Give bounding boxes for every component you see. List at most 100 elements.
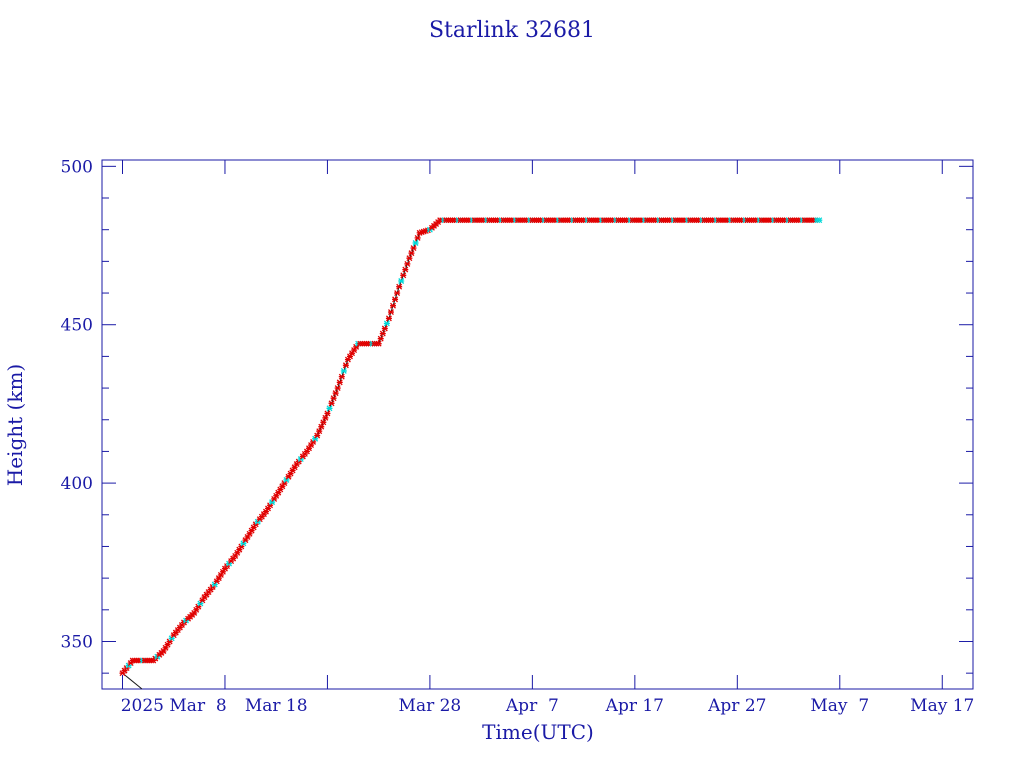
data-point — [816, 217, 823, 224]
data-point — [351, 347, 358, 354]
data-point — [314, 432, 321, 439]
data-point — [244, 533, 251, 540]
data-point — [211, 581, 218, 588]
data-point — [379, 330, 386, 337]
data-point — [238, 543, 245, 550]
series-height — [119, 217, 823, 690]
data-point — [322, 414, 329, 421]
data-point — [289, 467, 296, 474]
data-point — [166, 638, 173, 645]
x-axis-label: Time(UTC) — [482, 720, 594, 744]
data-point — [262, 508, 269, 515]
data-point — [193, 606, 200, 613]
data-point — [213, 578, 220, 585]
data-point — [269, 499, 276, 506]
data-point — [279, 483, 286, 490]
data-point — [291, 464, 298, 471]
data-point — [162, 644, 169, 651]
data-point — [248, 527, 255, 534]
data-point — [217, 572, 224, 578]
y-tick-label: 350 — [61, 632, 93, 652]
x-tick-label: Apr 7 — [505, 696, 559, 716]
data-point — [326, 405, 333, 412]
data-point — [377, 335, 384, 342]
x-tick-label: 2025 Mar 8 — [121, 696, 227, 716]
data-point — [240, 540, 247, 547]
data-point — [277, 486, 284, 493]
y-axis: 350 400 450 500 — [61, 157, 973, 674]
data-point — [318, 423, 325, 430]
data-point — [164, 641, 171, 648]
data-point — [396, 283, 403, 290]
x-tick-label: May 7 — [810, 696, 869, 716]
data-point — [242, 537, 249, 544]
data-point — [160, 648, 167, 654]
x-tick-label: Apr 17 — [605, 696, 664, 716]
series-line — [121, 219, 820, 690]
data-point — [215, 575, 222, 582]
plot-frame — [101, 159, 974, 690]
data-point — [267, 502, 274, 509]
data-point — [328, 400, 335, 407]
data-point — [305, 445, 312, 452]
data-point — [273, 492, 280, 499]
x-tick-label: May 17 — [910, 696, 974, 716]
data-point — [340, 368, 347, 374]
data-point — [398, 278, 405, 284]
data-point — [404, 260, 411, 267]
data-point — [385, 315, 392, 322]
data-point — [412, 240, 419, 246]
y-tick-label: 500 — [61, 157, 93, 177]
data-point — [236, 546, 243, 553]
data-point — [312, 435, 319, 442]
data-point — [390, 302, 397, 309]
data-point — [275, 489, 282, 496]
chart-title: Starlink 32681 — [429, 18, 595, 43]
data-point — [320, 419, 327, 426]
data-point — [336, 379, 343, 386]
data-point — [303, 448, 310, 455]
data-point — [308, 442, 315, 449]
data-point — [332, 390, 339, 397]
data-point — [406, 255, 413, 262]
data-point — [195, 603, 202, 610]
data-point — [271, 495, 278, 502]
data-point — [191, 610, 198, 616]
data-point — [381, 325, 388, 332]
data-point — [265, 505, 272, 512]
data-point — [316, 428, 323, 435]
data-point — [219, 568, 226, 575]
data-point — [400, 272, 407, 279]
data-point — [392, 296, 399, 303]
data-point — [402, 266, 409, 273]
data-point — [324, 410, 331, 417]
x-tick-label: Apr 27 — [707, 696, 766, 716]
data-point — [387, 309, 394, 316]
data-point — [197, 600, 204, 607]
data-point — [234, 549, 241, 556]
data-point — [168, 635, 175, 642]
data-point — [250, 524, 257, 531]
data-point — [353, 343, 360, 350]
data-point — [287, 470, 294, 477]
data-point — [346, 353, 353, 360]
data-point — [410, 245, 417, 252]
data-point — [232, 552, 239, 559]
data-point — [285, 473, 292, 480]
data-point — [199, 597, 206, 604]
data-point — [375, 340, 382, 347]
data-point — [283, 476, 290, 483]
data-point — [408, 250, 415, 257]
data-point — [414, 234, 421, 241]
data-point — [338, 373, 345, 380]
y-axis-label: Height (km) — [3, 364, 27, 486]
y-tick-label: 450 — [61, 316, 93, 336]
data-point — [281, 480, 288, 487]
data-point — [349, 350, 356, 357]
data-point — [246, 530, 253, 537]
x-axis: 2025 Mar 8 Mar 18 Mar 28 Apr 7 Apr 17 Apr 27 M… — [121, 160, 974, 716]
x-tick-label: Mar 18 — [245, 696, 308, 716]
data-point — [334, 385, 341, 392]
y-tick-label: 400 — [61, 474, 93, 494]
